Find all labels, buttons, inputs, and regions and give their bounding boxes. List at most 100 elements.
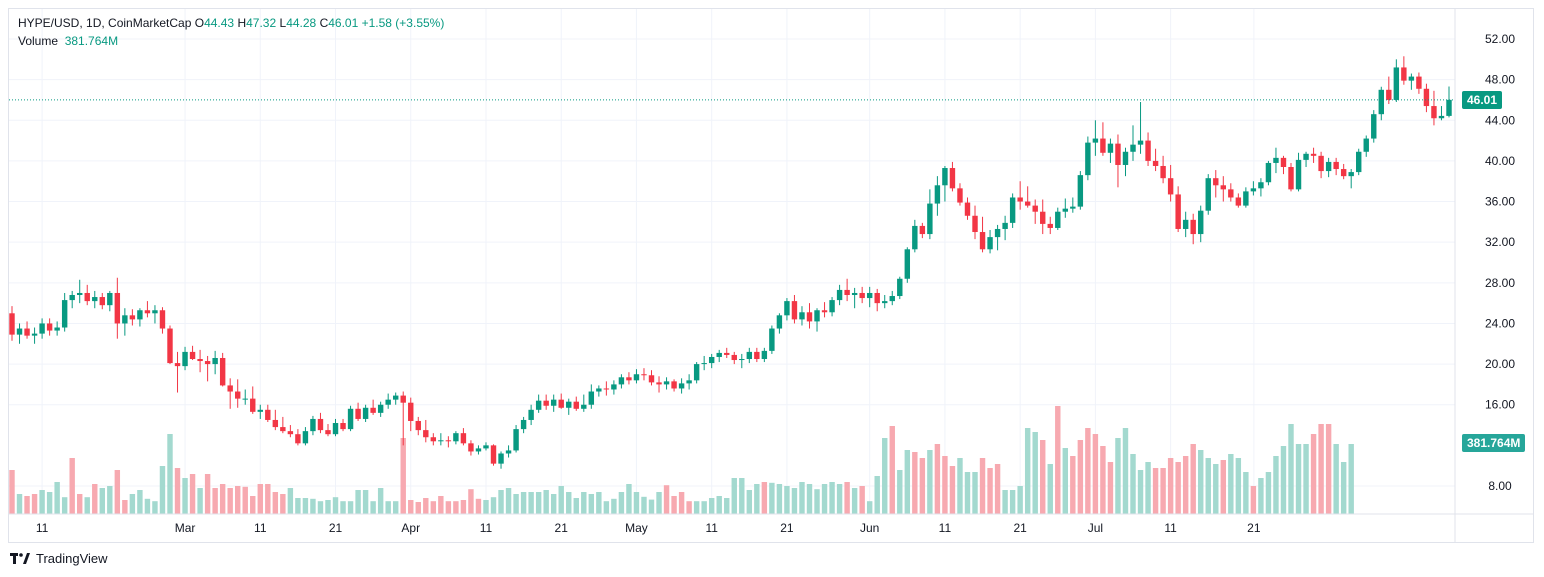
- candle-body: [513, 429, 519, 451]
- candle-body: [912, 225, 918, 250]
- volume-bar: [137, 490, 143, 514]
- volume-bar: [964, 472, 971, 514]
- volume-bar: [754, 484, 760, 514]
- volume-bar: [566, 492, 572, 514]
- candle-body: [1401, 67, 1407, 81]
- volume-bar: [159, 466, 166, 514]
- volume-value: 381.764M: [64, 34, 119, 48]
- candle-body: [889, 296, 895, 302]
- volume-bar: [167, 434, 173, 514]
- candle-body: [1009, 197, 1016, 223]
- volume-bar: [979, 458, 986, 514]
- volume-bar: [355, 490, 361, 514]
- candle-body: [197, 359, 203, 362]
- volume-bar: [1273, 456, 1279, 514]
- volume-bar: [791, 488, 798, 514]
- last-price-tag: 46.01: [1462, 91, 1503, 109]
- time-tick-label: 11: [480, 521, 493, 535]
- candle-body: [9, 313, 15, 335]
- candle-body: [1100, 138, 1106, 153]
- tradingview-branding[interactable]: TradingView: [10, 551, 108, 566]
- volume-bar: [460, 500, 467, 514]
- candle-body: [505, 450, 512, 454]
- volume-bar: [317, 501, 324, 514]
- candle-body: [92, 297, 98, 302]
- volume-bar: [889, 426, 895, 514]
- volume-bar: [1040, 440, 1046, 514]
- candle-body: [483, 445, 489, 449]
- volume-bar: [1325, 424, 1332, 514]
- volume-bar: [1280, 446, 1287, 514]
- volume-bar: [535, 492, 542, 514]
- volume-bar: [415, 502, 421, 514]
- volume-bar: [61, 497, 68, 514]
- candle-body: [866, 292, 873, 299]
- candle-body: [1258, 182, 1264, 189]
- volume-bar: [475, 498, 482, 514]
- candle-body: [648, 375, 655, 383]
- volume-bar: [490, 497, 497, 514]
- volume-bar: [927, 450, 933, 514]
- candle-body: [641, 374, 647, 376]
- volume-bar: [1085, 428, 1091, 514]
- candle-body: [204, 361, 211, 365]
- volume-bar: [265, 484, 271, 514]
- candle-body: [520, 419, 527, 430]
- candle-body: [596, 388, 602, 392]
- candle-body: [987, 237, 993, 250]
- volume-bar: [1340, 462, 1347, 514]
- candle-body: [332, 423, 339, 435]
- volume-bar: [1152, 468, 1159, 514]
- candle-body: [468, 443, 474, 452]
- candle-body: [1228, 189, 1234, 198]
- candle-body: [724, 352, 730, 355]
- candle-body: [295, 434, 301, 444]
- candle-body: [942, 168, 948, 186]
- volume-bar: [325, 500, 331, 514]
- volume-bar: [513, 494, 519, 514]
- price-tick-label: 24.00: [1485, 316, 1515, 330]
- chart-frame[interactable]: [8, 8, 1534, 543]
- volume-bar: [438, 496, 444, 514]
- volume-bar: [152, 501, 158, 514]
- candle-body: [1446, 99, 1452, 116]
- volume-bar: [295, 498, 301, 514]
- volume-bar: [362, 490, 369, 514]
- candle-body: [1055, 211, 1061, 228]
- candle-body: [1017, 197, 1023, 202]
- symbol-label[interactable]: HYPE/USD, 1D, CoinMarketCap: [18, 16, 192, 30]
- candle-body: [1333, 161, 1339, 170]
- candle-body: [581, 404, 587, 409]
- candle-body: [1431, 106, 1437, 119]
- candle-body: [776, 315, 783, 329]
- candle-body: [611, 384, 617, 390]
- volume-bar: [423, 498, 429, 514]
- time-tick-label: 21: [780, 521, 794, 535]
- candle-body: [1303, 153, 1309, 160]
- candle-body: [340, 423, 346, 430]
- candle-body: [69, 295, 75, 301]
- candle-body: [498, 453, 504, 464]
- candle-body: [1024, 201, 1031, 206]
- candle-body: [573, 401, 579, 409]
- volume-bar: [24, 496, 30, 514]
- volume-bar: [1318, 424, 1324, 514]
- volume-bar: [250, 496, 256, 514]
- candle-body: [528, 409, 534, 420]
- volume-bar: [693, 501, 700, 514]
- volume-bar: [701, 501, 707, 514]
- candle-body: [1438, 115, 1445, 119]
- volume-bar: [392, 501, 399, 514]
- price-tick-label: 28.00: [1485, 276, 1515, 290]
- volume-bar: [1243, 472, 1249, 514]
- volume-bar: [31, 494, 38, 514]
- candle-body: [1107, 143, 1114, 153]
- candle-body: [859, 292, 865, 299]
- volume-bar: [806, 484, 813, 514]
- high-key: H: [237, 16, 247, 30]
- candle-body: [355, 408, 361, 419]
- candle-body: [182, 351, 188, 367]
- volume-bar: [144, 498, 151, 514]
- price-tick-label: 32.00: [1485, 235, 1515, 249]
